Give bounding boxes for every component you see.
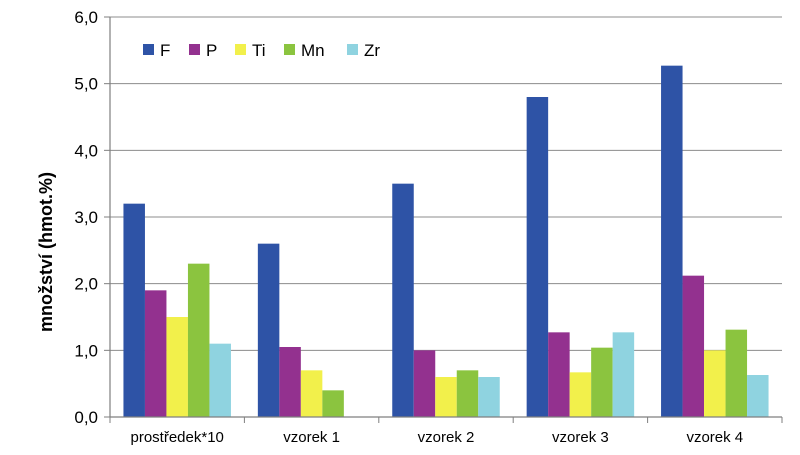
y-tick-label: 6,0 bbox=[74, 8, 98, 27]
x-tick-label: prostředek*10 bbox=[130, 429, 223, 446]
bar-ti-1 bbox=[300, 370, 323, 417]
legend-label-mn: Mn bbox=[301, 41, 325, 60]
bar-mn-1 bbox=[322, 390, 344, 417]
x-tick-label: vzorek 2 bbox=[418, 429, 475, 446]
legend-swatch-p bbox=[189, 44, 200, 55]
bar-ti-4 bbox=[704, 350, 726, 417]
bar-zr-2 bbox=[478, 377, 500, 417]
x-tick-label: vzorek 3 bbox=[552, 429, 609, 446]
bar-mn-4 bbox=[725, 329, 748, 417]
legend-label-p: P bbox=[206, 41, 217, 60]
x-tick-label: vzorek 1 bbox=[283, 429, 340, 446]
axes bbox=[109, 17, 782, 418]
bar-f-0 bbox=[123, 203, 145, 417]
legend-label-f: F bbox=[160, 41, 170, 60]
bar-p-4 bbox=[682, 275, 705, 417]
bar-p-1 bbox=[279, 347, 301, 417]
bar-p-3 bbox=[548, 332, 570, 417]
bar-zr-3 bbox=[612, 332, 635, 417]
y-tick-label: 3,0 bbox=[74, 208, 98, 227]
bars bbox=[123, 65, 769, 418]
y-axis-label: množství (hmot.%) bbox=[36, 172, 56, 332]
x-tick-label: vzorek 4 bbox=[686, 429, 743, 446]
y-tick-label: 2,0 bbox=[74, 275, 98, 294]
bar-p-0 bbox=[144, 290, 167, 417]
bar-mn-2 bbox=[456, 370, 479, 417]
legend-swatch-f bbox=[143, 44, 154, 55]
x-axis-labels: prostředek*10 vzorek 1 vzorek 2 vzorek 3 vzo… bbox=[109, 417, 783, 446]
bar-mn-0 bbox=[187, 263, 210, 417]
legend-swatch-zr bbox=[347, 44, 358, 55]
legend: F P Ti Mn Zr bbox=[143, 41, 380, 60]
y-tick-label: 5,0 bbox=[74, 75, 98, 94]
y-tick-label: 4,0 bbox=[74, 141, 98, 160]
y-axis-ticks: 0,0 1,0 2,0 3,0 4,0 5,0 6,0 bbox=[74, 8, 110, 427]
legend-swatch-mn bbox=[284, 44, 295, 55]
bar-ti-2 bbox=[435, 377, 457, 417]
bar-zr-0 bbox=[209, 343, 231, 417]
bar-f-1 bbox=[257, 243, 280, 417]
legend-label-ti: Ti bbox=[252, 41, 266, 60]
legend-swatch-ti bbox=[235, 44, 246, 55]
legend-label-zr: Zr bbox=[364, 41, 380, 60]
bar-p-2 bbox=[413, 350, 436, 417]
bar-ti-0 bbox=[166, 317, 188, 417]
bar-f-2 bbox=[392, 183, 414, 417]
bar-f-3 bbox=[526, 97, 549, 417]
y-tick-label: 1,0 bbox=[74, 341, 98, 360]
bar-zr-4 bbox=[747, 375, 769, 417]
y-tick-label: 0,0 bbox=[74, 408, 98, 427]
bar-mn-3 bbox=[591, 347, 613, 417]
bar-f-4 bbox=[661, 65, 683, 418]
bar-ti-3 bbox=[569, 372, 592, 417]
